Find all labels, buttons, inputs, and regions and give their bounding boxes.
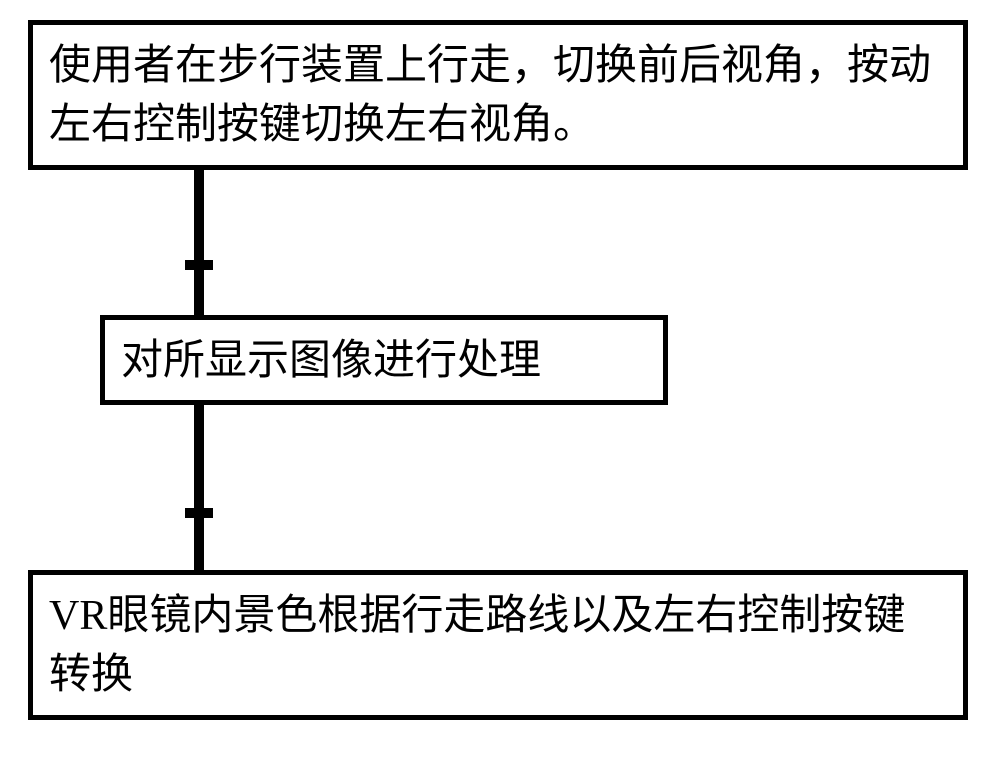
flowchart-box-2-text: 对所显示图像进行处理 (121, 332, 541, 391)
flowchart-box-1: 使用者在步行装置上行走，切换前后视角，按动左右控制按键切换左右视角。 (28, 20, 968, 170)
connector-1-hbar (185, 260, 213, 270)
flowchart-box-3-text: VR眼镜内景色根据行走路线以及左右控制按键转换 (49, 587, 947, 705)
connector-1 (194, 170, 204, 315)
flowchart-box-3: VR眼镜内景色根据行走路线以及左右控制按键转换 (28, 570, 968, 720)
flowchart-box-1-text: 使用者在步行装置上行走，切换前后视角，按动左右控制按键切换左右视角。 (49, 37, 947, 155)
flowchart-container: 使用者在步行装置上行走，切换前后视角，按动左右控制按键切换左右视角。 对所显示图… (0, 0, 1000, 761)
flowchart-box-2: 对所显示图像进行处理 (100, 315, 668, 405)
connector-2 (194, 405, 204, 570)
connector-2-hbar (185, 508, 213, 518)
